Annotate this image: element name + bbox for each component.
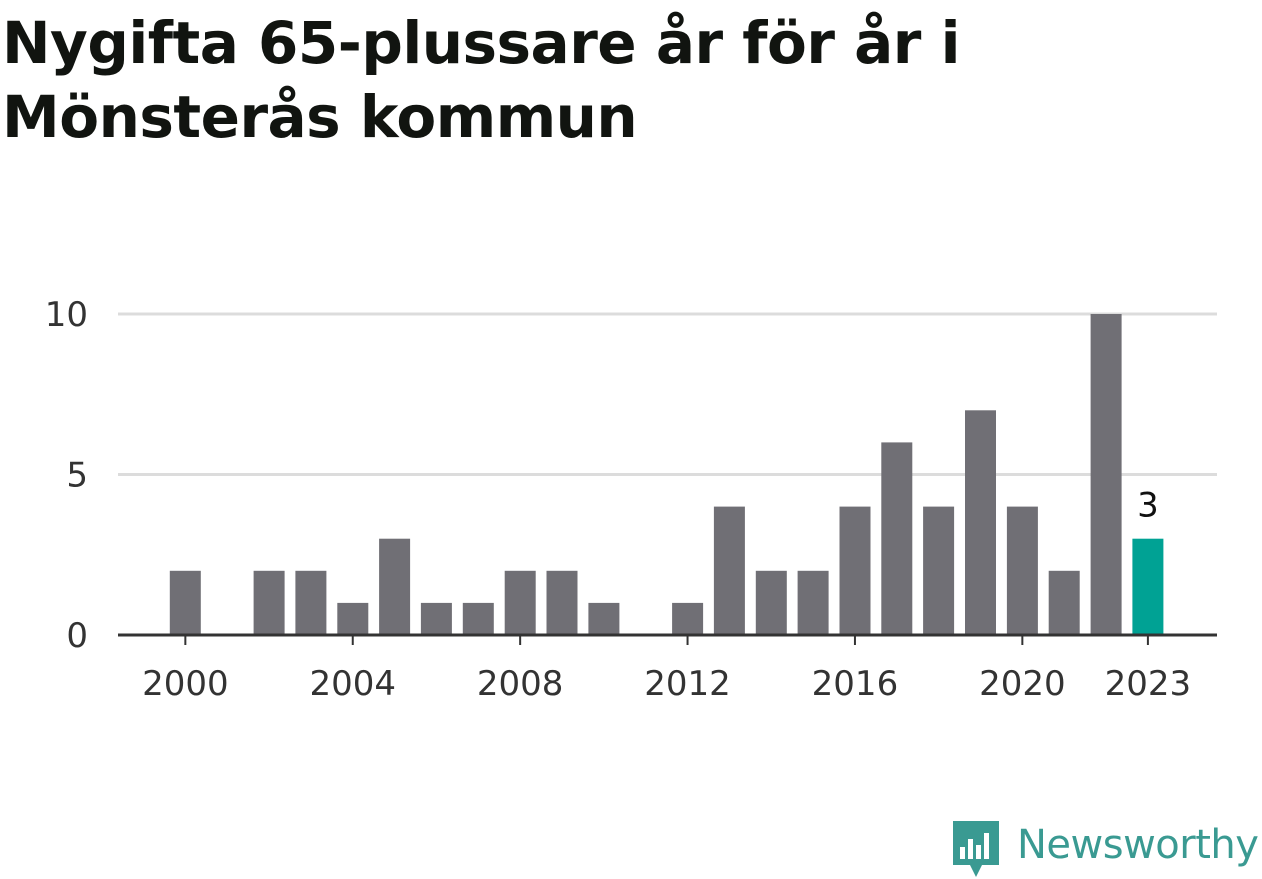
- bar: [1006, 506, 1038, 635]
- bar: [755, 570, 787, 635]
- bar: [1048, 570, 1080, 635]
- x-axis-ticks: 2000 2004 2008 2012 2016 2020 2023: [142, 635, 1191, 704]
- bar: [965, 410, 996, 635]
- bar-highlight: [1132, 538, 1164, 635]
- chart-title: Nygifta 65-plussare år för år i Mönsterå…: [2, 9, 960, 151]
- y-tick-label: 5: [66, 456, 88, 496]
- bar: [295, 570, 327, 635]
- bar: [923, 506, 955, 635]
- bar: [253, 570, 285, 635]
- bar: [504, 570, 536, 635]
- bar: [546, 570, 578, 635]
- bar: [672, 602, 704, 635]
- data-label: 3: [1137, 486, 1159, 526]
- bar: [379, 538, 411, 635]
- newsworthy-logo: Newsworthy: [951, 818, 1259, 879]
- x-tick-label: 2023: [1105, 664, 1192, 704]
- y-tick-label: 0: [66, 616, 88, 656]
- bar: [881, 442, 913, 635]
- newsworthy-logo-text: Newsworthy: [1017, 822, 1259, 868]
- bar: [420, 602, 452, 635]
- x-tick-label: 2000: [142, 664, 229, 704]
- x-tick-label: 2008: [477, 664, 564, 704]
- newsworthy-logo-icon: [953, 821, 999, 877]
- bar: [337, 602, 369, 635]
- gridlines: [118, 312, 1217, 476]
- x-tick-label: 2020: [979, 664, 1066, 704]
- bar: [462, 602, 494, 635]
- data-labels: 3: [1137, 486, 1159, 526]
- bars: [169, 314, 1164, 635]
- y-tick-label: 10: [45, 295, 88, 335]
- bar: [713, 506, 745, 635]
- bar: [839, 506, 871, 635]
- bar: [588, 602, 620, 635]
- bar: [169, 570, 201, 635]
- x-tick-label: 2016: [812, 664, 899, 704]
- x-tick-label: 2004: [309, 664, 396, 704]
- bar: [1090, 314, 1122, 635]
- x-tick-label: 2012: [644, 664, 731, 704]
- bar: [797, 570, 829, 635]
- y-axis-ticks: 0 5 10: [45, 295, 88, 656]
